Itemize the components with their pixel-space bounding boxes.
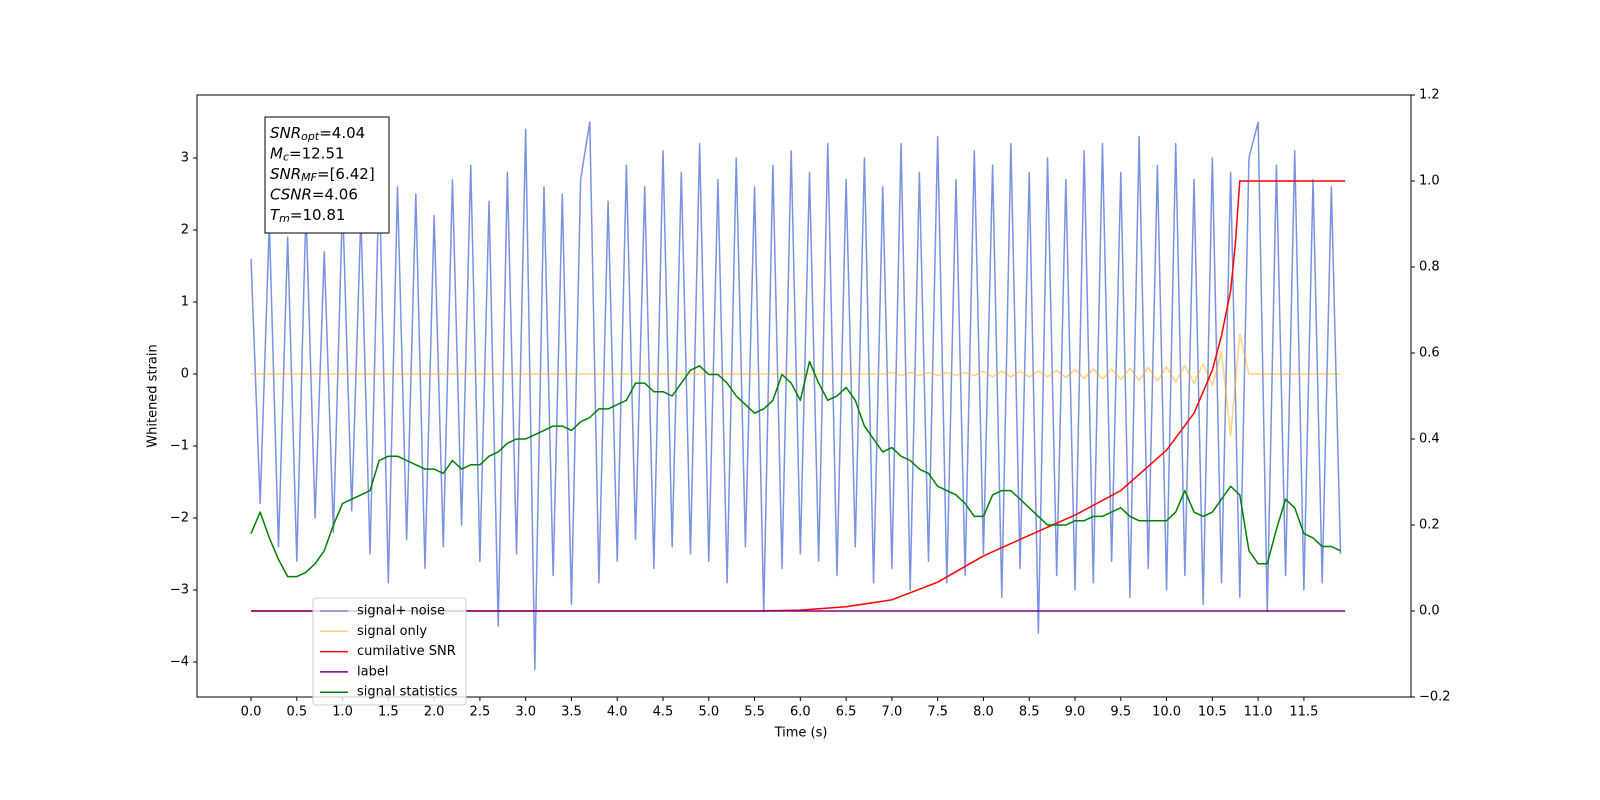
y-tick-label: 3 bbox=[181, 151, 189, 166]
annotation-name: M bbox=[270, 144, 283, 162]
y2-tick-label: 0.0 bbox=[1419, 604, 1440, 619]
annotation-line: Mc=12.51 bbox=[270, 144, 345, 164]
annotation-sub: c bbox=[283, 151, 289, 164]
series-line bbox=[251, 180, 1346, 612]
legend-label: signal only bbox=[357, 624, 427, 639]
x-tick-label: 7.0 bbox=[882, 705, 903, 720]
x-tick-label: 6.0 bbox=[790, 705, 811, 720]
y2-tick-label: 0.4 bbox=[1419, 432, 1440, 447]
annotation-line: SNRopt=4.04 bbox=[270, 124, 365, 144]
x-tick-label: 5.0 bbox=[698, 705, 719, 720]
annotation-line: CSNR=4.06 bbox=[270, 185, 358, 203]
y2-tick-label: −0.2 bbox=[1419, 690, 1451, 705]
y-tick-label: −3 bbox=[170, 583, 189, 598]
y-tick-label: 2 bbox=[181, 223, 189, 238]
legend-label: cumilative SNR bbox=[357, 644, 456, 659]
legend-label: signal+ noise bbox=[357, 604, 445, 619]
annotation-name: CSNR bbox=[270, 185, 312, 203]
y-tick-label: −2 bbox=[170, 511, 189, 526]
annotation-value: =10.81 bbox=[290, 206, 346, 224]
annotation-box bbox=[264, 116, 390, 234]
x-tick-label: 10.0 bbox=[1152, 705, 1181, 720]
annotation-line: Tm=10.81 bbox=[270, 206, 345, 226]
annotation-value: =12.51 bbox=[289, 144, 345, 162]
legend-label: label bbox=[357, 664, 388, 679]
x-tick-label: 3.0 bbox=[515, 705, 536, 720]
x-tick-label: 6.5 bbox=[836, 705, 857, 720]
plot-frame bbox=[196, 94, 1412, 698]
y2-tick-label: 0.6 bbox=[1419, 346, 1440, 361]
annotation-line: SNRMF=[6.42] bbox=[270, 165, 375, 185]
series-line bbox=[251, 333, 1341, 436]
series-line bbox=[250, 121, 1342, 670]
x-tick-label: 8.0 bbox=[973, 705, 994, 720]
annotation-value: =4.06 bbox=[312, 185, 358, 203]
x-tick-label: 11.5 bbox=[1289, 705, 1318, 720]
annotation-name: SNR bbox=[270, 165, 301, 183]
y-tick-label: 1 bbox=[181, 295, 189, 310]
x-tick-label: 9.5 bbox=[1110, 705, 1131, 720]
annotation-name: T bbox=[270, 206, 281, 224]
y2-tick-label: 1.0 bbox=[1419, 174, 1440, 189]
annotation-sub: MF bbox=[301, 171, 317, 184]
y-tick-label: −1 bbox=[170, 439, 189, 454]
x-tick-label: 8.5 bbox=[1019, 705, 1040, 720]
x-tick-label: 0.5 bbox=[286, 705, 307, 720]
x-tick-label: 1.0 bbox=[332, 705, 353, 720]
x-tick-label: 2.5 bbox=[470, 705, 491, 720]
y2-tick-label: 1.2 bbox=[1419, 88, 1440, 103]
y-axis-label: Whitened strain bbox=[146, 344, 161, 447]
x-tick-label: 0.0 bbox=[241, 705, 262, 720]
x-tick-label: 7.5 bbox=[927, 705, 948, 720]
annotation-value: =4.04 bbox=[319, 124, 365, 142]
y2-tick-label: 0.8 bbox=[1419, 260, 1440, 275]
legend-box bbox=[312, 597, 467, 706]
x-tick-label: 2.0 bbox=[424, 705, 445, 720]
series-line bbox=[250, 360, 1341, 578]
x-tick-label: 9.0 bbox=[1065, 705, 1086, 720]
annotation-value: =[6.42] bbox=[317, 165, 375, 183]
x-tick-label: 10.5 bbox=[1198, 705, 1227, 720]
x-tick-label: 11.0 bbox=[1244, 705, 1273, 720]
x-tick-label: 5.5 bbox=[744, 705, 765, 720]
annotation-name: SNR bbox=[270, 124, 301, 142]
annotation-sub: m bbox=[279, 212, 290, 225]
y-tick-label: −4 bbox=[170, 655, 189, 670]
x-tick-label: 3.5 bbox=[561, 705, 582, 720]
x-axis-label: Time (s) bbox=[774, 726, 828, 741]
legend-label: signal statistics bbox=[357, 685, 458, 700]
x-tick-label: 1.5 bbox=[378, 705, 399, 720]
y-tick-label: 0 bbox=[181, 367, 189, 382]
y2-tick-label: 0.2 bbox=[1419, 518, 1440, 533]
x-tick-label: 4.0 bbox=[607, 705, 628, 720]
annotation-sub: opt bbox=[301, 130, 320, 143]
x-tick-label: 4.5 bbox=[653, 705, 674, 720]
